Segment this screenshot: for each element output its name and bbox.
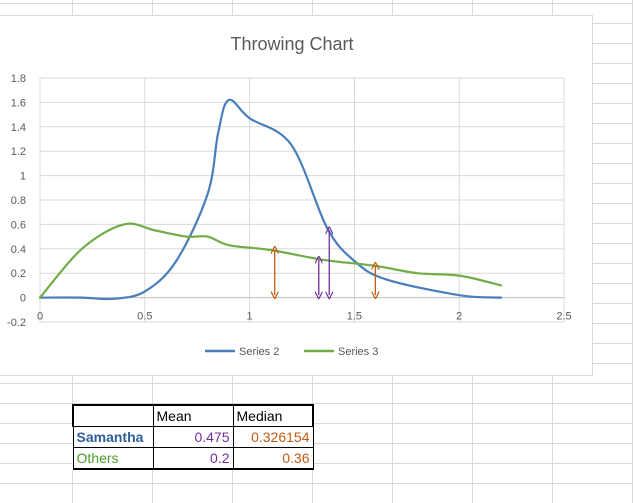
- y-tick-label: 0.4: [11, 244, 26, 256]
- x-tick-label: 1.5: [347, 311, 362, 323]
- x-tick-label: 1: [247, 311, 253, 323]
- throwing-chart: Throwing Chart -0.2 0 0.2 0.4 0.6 0.8 1 1.2 1.4 1…: [7, 34, 572, 358]
- y-tick-label: 1.4: [11, 122, 26, 134]
- y-tick-label: 0: [20, 293, 26, 305]
- y-tick-label: 0.6: [11, 219, 26, 231]
- table-header-median: Median: [232, 404, 314, 427]
- stats-table: Mean Median Samantha 0.475 0.326154 Othe…: [72, 404, 314, 470]
- table-header-mean: Mean: [152, 404, 234, 427]
- series-line-2: [38, 98, 503, 301]
- y-axis: -0.2 0 0.2 0.4 0.6 0.8 1 1.2 1.4 1.6 1.8: [7, 73, 26, 329]
- table-header-row: Mean Median: [72, 404, 314, 427]
- y-tick-label: 1.8: [11, 73, 26, 85]
- chart-gridlines: [39, 77, 565, 323]
- x-tick-label: 0.5: [137, 311, 152, 323]
- chart-legend: Series 2 Series 3: [205, 346, 378, 358]
- chart-series: [38, 98, 503, 301]
- table-row: Others 0.2 0.36: [72, 447, 314, 470]
- x-tick-label: 2: [456, 311, 462, 323]
- row-label-others: Others: [72, 447, 154, 470]
- table-header-empty: [72, 404, 154, 427]
- x-axis: 0 0.5 1 1.5 2 2.5: [37, 311, 572, 323]
- others-mean: 0.2: [152, 447, 234, 470]
- chart-title: Throwing Chart: [230, 34, 353, 54]
- y-tick-label: 1.6: [11, 97, 26, 109]
- y-tick-label: 1.2: [11, 146, 26, 158]
- x-tick-label: 0: [37, 311, 43, 323]
- table-row: Samantha 0.475 0.326154: [72, 426, 314, 448]
- x-tick-label: 2.5: [556, 311, 571, 323]
- y-tick-label: 1: [20, 171, 26, 183]
- others-median: 0.36: [232, 447, 314, 470]
- y-tick-label: 0.8: [11, 195, 26, 207]
- series-line-3: [38, 222, 503, 299]
- legend-label-series-2: Series 2: [239, 346, 279, 358]
- chart-container[interactable]: Throwing Chart -0.2 0 0.2 0.4 0.6 0.8 1 1.2 1.4 1…: [0, 15, 593, 376]
- chart-annotations: [275, 231, 376, 296]
- legend-label-series-3: Series 3: [338, 346, 378, 358]
- row-label-samantha: Samantha: [72, 426, 154, 448]
- samantha-mean: 0.475: [152, 426, 234, 448]
- samantha-median: 0.326154: [232, 426, 314, 448]
- y-tick-label: 0.2: [11, 268, 26, 280]
- y-tick-label: -0.2: [7, 317, 26, 329]
